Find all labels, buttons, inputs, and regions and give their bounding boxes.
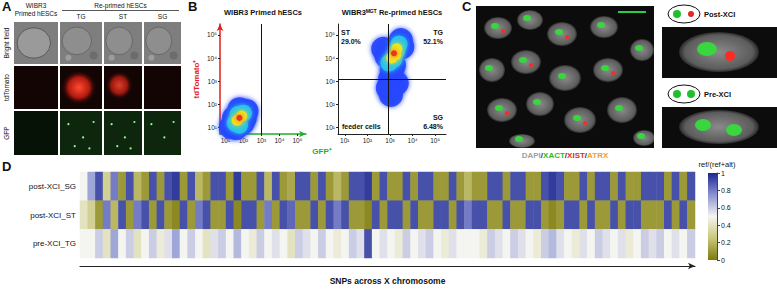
svg-text:WIBR3: WIBR3 [26, 2, 47, 9]
svg-text:Re-primed hESCs: Re-primed hESCs [94, 2, 147, 10]
svg-text:DAPI/XACT/XIST/ATRX: DAPI/XACT/XIST/ATRX [522, 151, 609, 160]
svg-text:Post-XCI: Post-XCI [704, 10, 735, 19]
svg-text:post-XCI_SG: post-XCI_SG [29, 182, 76, 191]
svg-text:WIBR3ᴹᴳᵀ Re-primed hESCs: WIBR3ᴹᴳᵀ Re-primed hESCs [342, 8, 442, 17]
svg-text:Pre-XCI: Pre-XCI [704, 90, 731, 99]
svg-text:GFP: GFP [3, 126, 10, 139]
html-text:A: A [2, 0, 12, 14]
svg-text:10³: 10³ [326, 78, 336, 85]
svg-text:10⁴: 10⁴ [325, 55, 335, 62]
svg-text:post-XCI_ST: post-XCI_ST [30, 211, 76, 220]
svg-text:0.6: 0.6 [721, 204, 731, 211]
svg-text:10³: 10³ [208, 78, 218, 85]
svg-text:10⁵: 10⁵ [325, 31, 335, 38]
svg-text:29.0%: 29.0% [341, 38, 362, 45]
svg-text:10²: 10² [208, 101, 218, 108]
svg-text:10¹: 10¹ [326, 124, 336, 131]
html-text:C: C [462, 0, 472, 14]
svg-text:ST: ST [341, 29, 351, 36]
svg-text:10⁵: 10⁵ [430, 137, 440, 144]
svg-text:tdTomato⁺: tdTomato⁺ [192, 60, 201, 99]
svg-text:SG: SG [433, 114, 444, 121]
svg-text:10¹: 10¹ [208, 124, 218, 131]
svg-text:ref/(ref+alt): ref/(ref+alt) [699, 160, 736, 169]
svg-text:52.1%: 52.1% [423, 38, 444, 45]
svg-text:10¹: 10¹ [220, 137, 231, 144]
svg-text:10²: 10² [363, 137, 373, 144]
html-text:B: B [188, 0, 198, 14]
svg-text:0: 0 [721, 257, 725, 264]
svg-text:Bright field: Bright field [3, 27, 11, 58]
svg-text:pre-XCI_TG: pre-XCI_TG [33, 239, 76, 248]
html-text:D: D [2, 159, 12, 174]
svg-text:Primed hESCs: Primed hESCs [15, 10, 58, 17]
svg-text:GFP⁺: GFP⁺ [312, 147, 331, 156]
svg-text:10³: 10³ [257, 137, 267, 144]
svg-text:10⁵: 10⁵ [207, 31, 217, 38]
svg-text:10⁴: 10⁴ [207, 55, 217, 62]
svg-text:tdTomato: tdTomato [3, 74, 10, 101]
svg-text:10¹: 10¹ [340, 137, 350, 144]
svg-text:TG: TG [76, 13, 85, 20]
svg-text:0.4: 0.4 [721, 222, 731, 229]
svg-text:10³: 10³ [385, 137, 395, 144]
svg-text:6.48%: 6.48% [423, 123, 444, 130]
svg-text:1: 1 [721, 170, 725, 177]
svg-text:0.8: 0.8 [721, 187, 731, 194]
svg-text:WIBR3 Primed hESCs: WIBR3 Primed hESCs [224, 8, 302, 17]
svg-text:SNPs across X chromosome: SNPs across X chromosome [330, 276, 446, 286]
svg-text:0.2: 0.2 [721, 239, 731, 246]
svg-text:10⁴: 10⁴ [408, 137, 418, 144]
svg-text:10²: 10² [238, 137, 249, 144]
svg-text:10⁵: 10⁵ [292, 137, 302, 144]
svg-text:TG: TG [433, 29, 443, 36]
svg-text:feeder cells: feeder cells [342, 123, 381, 130]
svg-text:10⁴: 10⁴ [274, 137, 284, 144]
svg-text:ST: ST [119, 13, 127, 20]
svg-text:10²: 10² [326, 101, 336, 108]
svg-text:SG: SG [158, 13, 167, 20]
